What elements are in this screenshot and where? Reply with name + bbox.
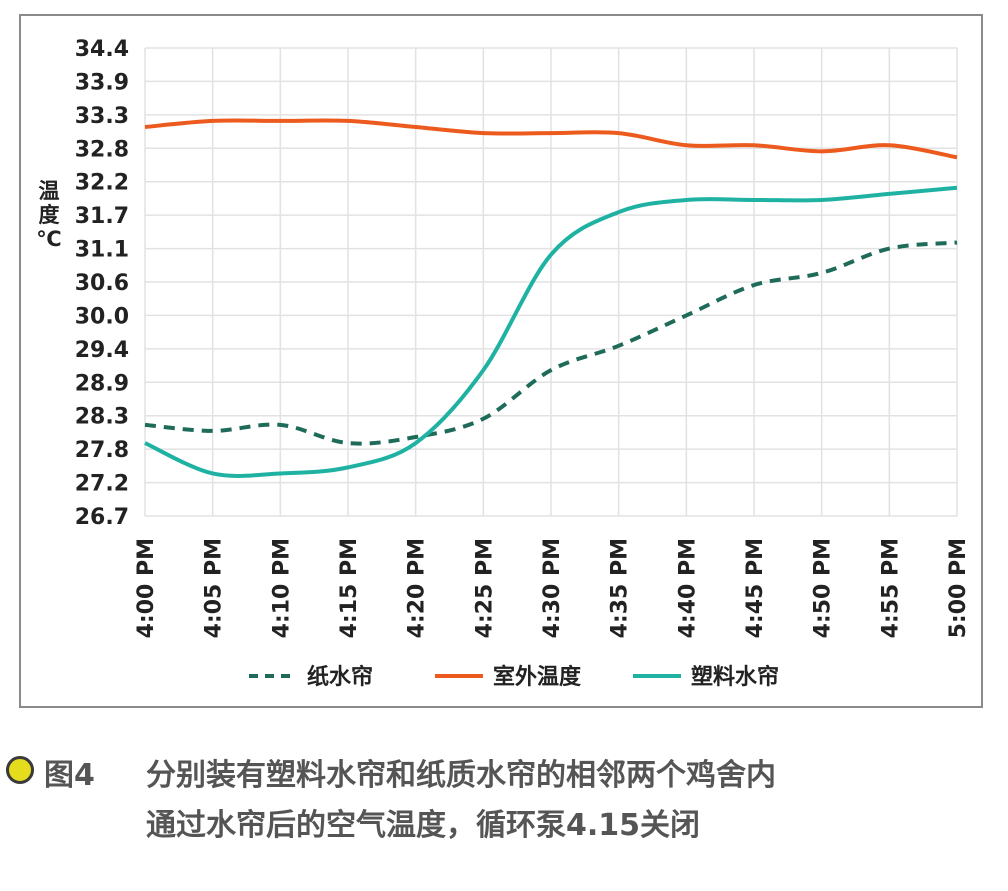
grid [144,47,958,517]
x-tick-label: 4:40 PM [675,538,700,638]
y-tick-label: 32.2 [75,171,129,196]
y-tick-label: 29.4 [75,338,129,363]
x-tick-label: 4:25 PM [472,538,497,638]
legend: 纸水帘 室外温度 塑料水帘 [249,664,779,690]
y-axis-label-char: 温 [39,179,60,203]
x-tick-label: 4:45 PM [743,538,768,638]
x-tick-label: 4:30 PM [540,538,565,638]
y-axis-label-char: ℃ [36,227,61,251]
y-tick-label: 30.6 [75,271,129,296]
x-tick-label: 5:00 PM [946,538,971,638]
y-tick-label: 31.1 [75,238,129,263]
y-tick-label: 26.7 [75,505,129,530]
legend-label-2: 室外温度 [493,664,582,690]
x-tick-label: 4:05 PM [202,538,227,638]
y-tick-label: 31.7 [75,204,129,229]
x-tick-label: 4:00 PM [134,538,159,638]
series-line-1 [144,240,958,446]
x-tick-label: 4:50 PM [811,538,836,638]
y-tick-label: 30.0 [75,304,129,329]
x-tick-labels: 4:00 PM 4:05 PM 4:10 PM 4:15 PM 4:20 PM 4:25 … [134,538,971,638]
x-tick-label: 4:20 PM [405,538,430,638]
y-axis-label: 温度℃ [36,179,61,251]
legend-label-1: 纸水帘 [307,664,373,690]
x-tick-label: 4:35 PM [608,538,633,638]
y-tick-label: 33.9 [75,70,129,95]
y-tick-label: 32.8 [75,137,129,162]
series-line-2 [144,118,958,160]
caption-line-2: 通过水帘后的空气温度，循环泵4.15关闭 [146,808,701,843]
y-tick-label: 34.4 [75,37,129,62]
caption-label: 图4 [44,758,95,793]
y-axis-label-char: 度 [39,203,60,227]
series-line-3 [144,185,958,478]
caption-line-1: 分别装有塑料水帘和纸质水帘的相邻两个鸡舍内 [146,758,776,793]
y-tick-labels: 34.4 33.9 33.3 32.8 32.2 31.7 31.1 30.6 30.0 29.4… [75,37,129,530]
legend-label-3: 塑料水帘 [691,664,779,690]
line-chart: 34.4 33.9 33.3 32.8 32.2 31.7 31.1 30.6 30.0 29.4… [36,37,971,690]
chart-frame: 34.4 33.9 33.3 32.8 32.2 31.7 31.1 30.6 30.0 29.4… [19,14,983,708]
y-tick-label: 28.3 [75,405,129,430]
y-tick-label: 33.3 [75,104,129,129]
x-tick-label: 4:55 PM [878,538,903,638]
y-tick-label: 28.9 [75,371,129,396]
y-tick-label: 27.2 [75,472,129,497]
bullet-dot-icon [6,756,34,784]
y-tick-label: 27.8 [75,438,129,463]
x-tick-label: 4:10 PM [269,538,294,638]
x-tick-label: 4:15 PM [337,538,362,638]
series-lines [144,118,958,478]
